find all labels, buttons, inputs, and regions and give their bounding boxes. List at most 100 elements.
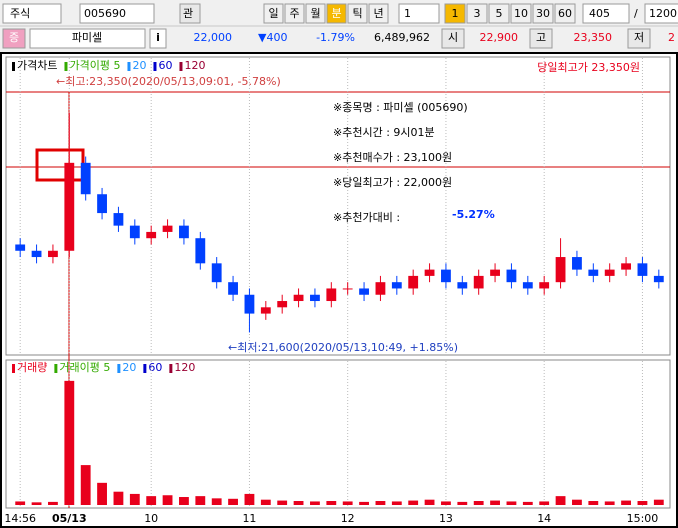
volume-bar [522,501,533,505]
volume-bar [539,501,550,505]
period-button[interactable] [263,3,284,24]
volume-bar [408,500,419,505]
candle-body [48,250,58,258]
price: 22,000 [194,31,233,44]
candle-body [146,231,157,239]
interval-label[interactable]: 30 [536,7,550,20]
info-line: ※추천가대비 : [333,210,400,224]
legend-label: 60 [148,361,162,374]
volume-bar [211,498,222,505]
legend-swatch [117,364,121,373]
x-tick-label: 12 [341,512,355,525]
volume-panel [5,359,671,509]
volume-bar [391,501,402,505]
volume-bar [162,495,173,505]
x-tick-label: 15:00 [627,512,659,525]
name-box [29,28,146,49]
interval-label[interactable]: 10 [514,7,528,20]
dropdown[interactable] [2,3,62,24]
candle-body [637,263,648,276]
period-button[interactable] [326,3,347,24]
legend-swatch [12,62,15,71]
period-label[interactable]: 일 [268,6,278,20]
interval-button[interactable] [510,3,532,24]
volume-bar [604,501,615,505]
separator: / [634,7,638,20]
interval-select[interactable] [398,3,440,24]
candle-body [653,275,664,283]
x-tick-label: 13 [439,512,453,525]
interval-button[interactable] [532,3,554,24]
candle-body [539,282,550,289]
count[interactable]: 405 [589,7,610,20]
candle-body [391,282,402,289]
info-line: ※추천시간 : 9시01분 [333,125,435,139]
candle-body [64,162,75,251]
legend-label: 60 [158,59,172,72]
interval-button[interactable] [554,3,576,24]
x-tick-label: 11 [242,512,256,525]
volume-bar [572,499,582,505]
highlight-value: -5.27% [452,208,495,221]
button-label[interactable]: 관 [183,7,193,20]
period-button[interactable] [347,3,368,24]
button[interactable] [179,3,201,24]
open: 22,900 [480,31,519,44]
interval-label[interactable]: 5 [496,7,503,20]
volume: 6,489,962 [374,31,430,44]
period-button[interactable] [284,3,305,24]
legend-label: 20 [132,59,146,72]
candle-body [604,269,615,276]
volume-bar [424,499,435,505]
period-button[interactable] [305,3,326,24]
candle-body [588,269,599,276]
interval[interactable]: 1 [404,7,411,20]
period-label[interactable]: 분 [331,7,341,20]
stock-code[interactable]: 005690 [84,7,126,20]
candle-body [260,307,271,314]
interval-label[interactable]: 60 [558,7,572,20]
candle-body [80,162,91,195]
info-line: ※추천매수가 : 23,100원 [333,150,452,164]
label-box [529,28,553,49]
legend-label: 120 [174,361,195,374]
period-label[interactable]: 월 [310,7,320,20]
open-label: 시 [448,31,458,44]
interval-button[interactable] [488,3,510,24]
volume-bar [80,465,91,505]
total-input [644,3,678,24]
volume-bar [31,502,42,505]
code-input[interactable] [79,3,155,24]
info-button[interactable] [149,28,167,49]
candle-body [31,250,42,258]
volume-bar [342,501,353,505]
candle-body [572,257,582,270]
change: ▼400 [258,31,287,44]
interval-label[interactable]: 1 [452,7,459,20]
info[interactable]: i [156,31,160,44]
x-tick-label: 05/13 [52,512,87,525]
candle-body [179,225,189,239]
volume-bar [293,501,304,505]
candle-body [293,294,304,302]
high-annotation: ←최고:23,350(2020/05/13,09:01, -5.78%) [56,75,281,88]
volume-bar [15,501,26,505]
volume-bar [506,501,517,505]
candle-body [441,269,451,283]
label-box [441,28,465,49]
interval-label[interactable]: 3 [474,7,481,20]
market[interactable]: 주식 [10,7,30,20]
count-input[interactable] [582,3,630,24]
candle-body [506,269,517,283]
chart-frame [0,52,678,528]
stock-name: 파미셀 [72,31,102,44]
volume-bar [653,499,664,505]
period-label[interactable]: 틱 [352,7,362,20]
interval-button[interactable] [466,3,488,24]
period-label[interactable]: 년 [373,7,383,20]
interval-button[interactable] [444,3,466,24]
period-button[interactable] [368,3,389,24]
candle-body [244,294,255,314]
period-label[interactable]: 주 [289,7,299,20]
